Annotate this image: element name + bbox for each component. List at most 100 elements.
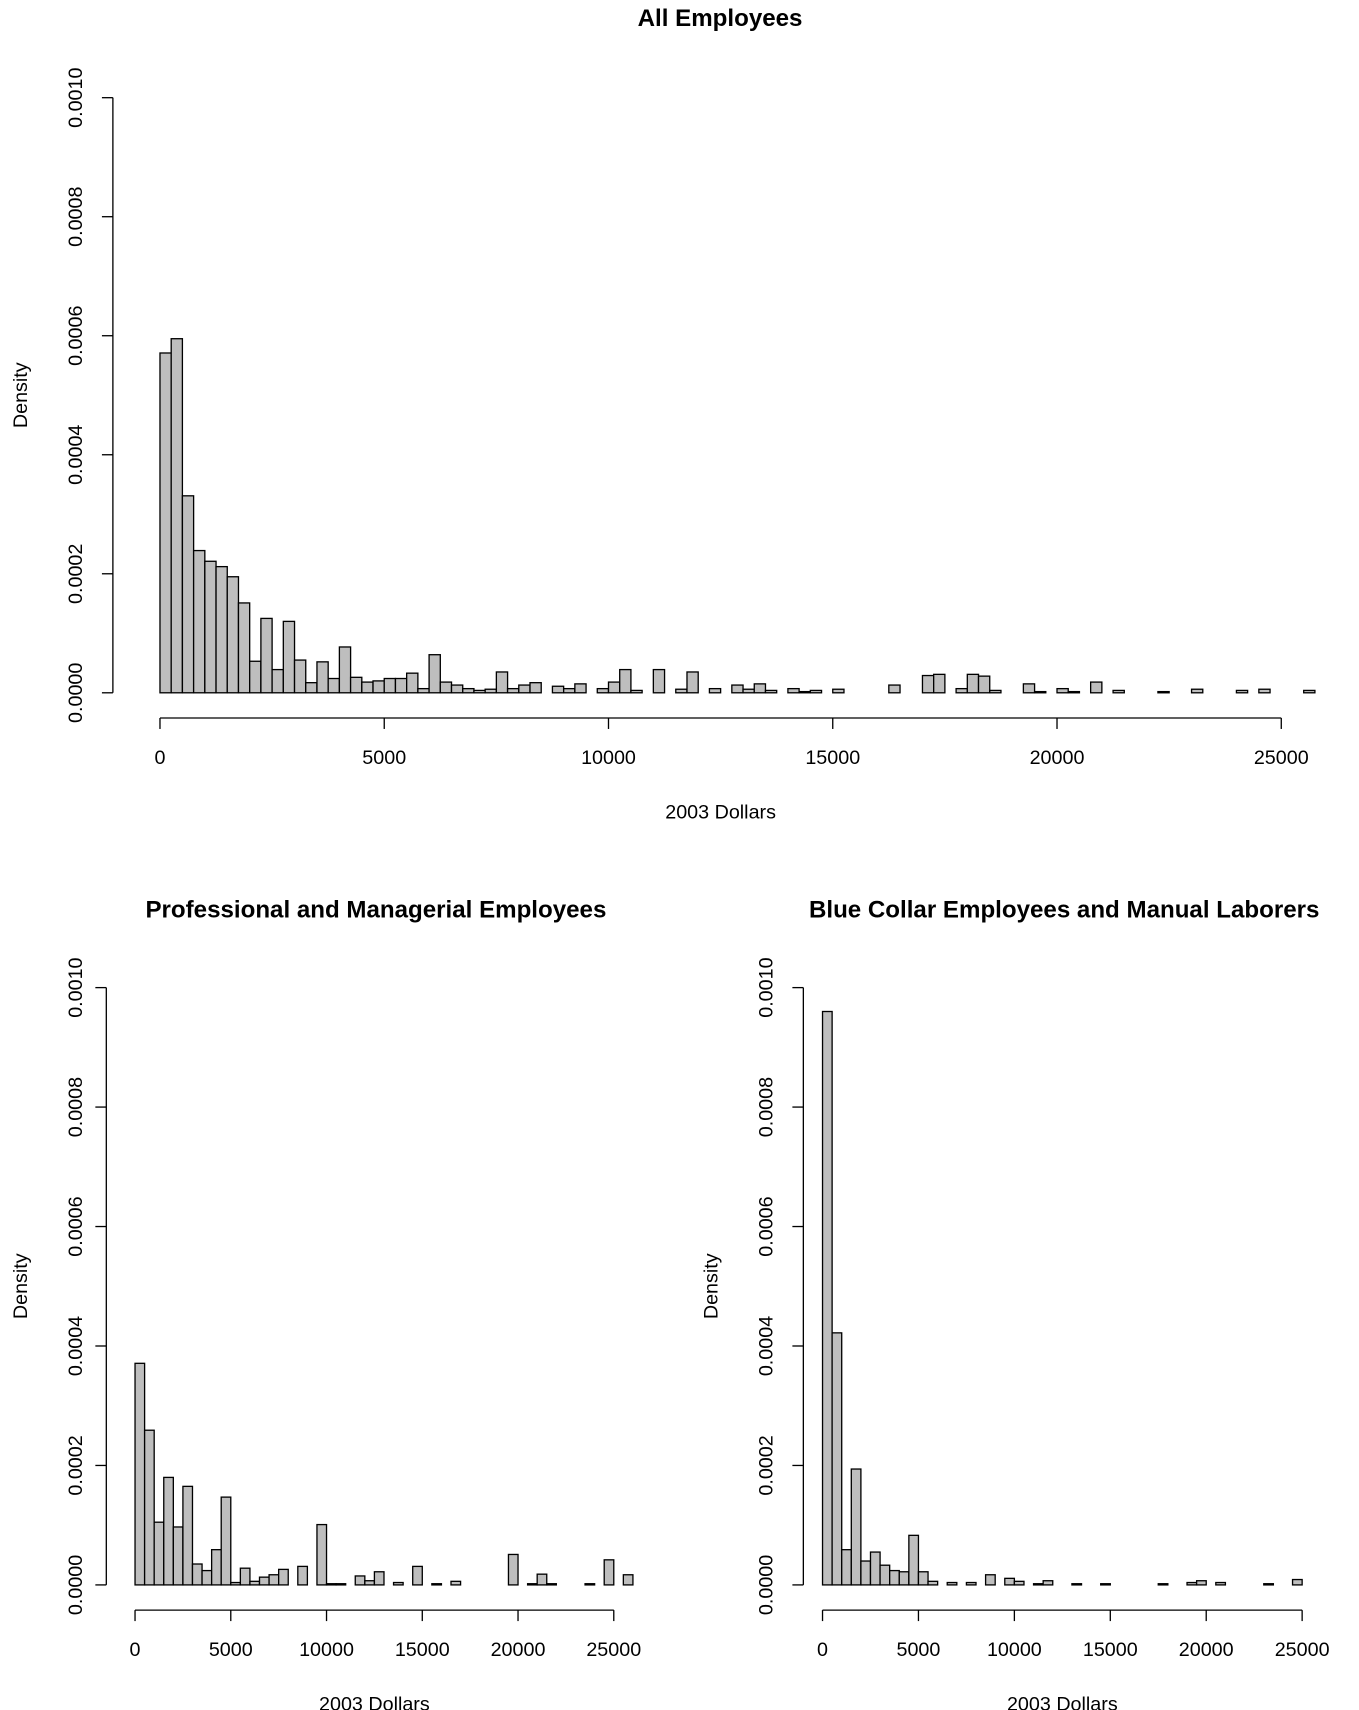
bar — [462, 687, 475, 694]
bar — [394, 677, 408, 694]
x-tick-label: 20000 — [1030, 747, 1085, 769]
bar — [1157, 690, 1170, 694]
bar — [933, 673, 946, 694]
bar — [1190, 688, 1204, 694]
bar — [412, 1565, 423, 1586]
y-tick-label: 0.0000 — [65, 663, 87, 723]
bar — [921, 674, 935, 694]
bar — [546, 1583, 557, 1586]
bar — [607, 681, 621, 694]
chart-title: Blue Collar Employees and Manual Laborer… — [809, 896, 1319, 923]
bar — [966, 673, 980, 694]
bar — [841, 1549, 852, 1586]
bar — [1157, 1583, 1169, 1586]
bar — [1291, 1578, 1303, 1586]
x-tick-label: 15000 — [395, 1639, 450, 1661]
bar — [1235, 689, 1249, 694]
bar — [249, 1580, 261, 1586]
bar — [708, 687, 722, 694]
bar — [574, 683, 587, 694]
bar — [955, 687, 968, 694]
bar — [354, 1575, 366, 1586]
bar — [831, 1332, 843, 1586]
bar — [686, 671, 699, 694]
bar — [619, 668, 632, 694]
bar — [731, 684, 744, 694]
bar — [1022, 683, 1036, 694]
bar — [1056, 687, 1069, 694]
bar — [622, 1574, 634, 1586]
bar — [518, 684, 531, 694]
bar — [1215, 1581, 1227, 1586]
bar — [210, 1549, 222, 1586]
bar — [946, 1581, 958, 1586]
bar — [220, 1496, 232, 1586]
bar — [439, 681, 453, 694]
x-tick-label: 5000 — [897, 1639, 941, 1661]
bar — [809, 689, 823, 694]
bar — [850, 1468, 862, 1586]
bar — [821, 1010, 833, 1586]
x-tick-label: 15000 — [805, 747, 860, 769]
bar — [170, 338, 184, 694]
bar — [888, 684, 901, 694]
bar — [1263, 1583, 1275, 1586]
bar — [316, 1523, 328, 1586]
bar — [1186, 1581, 1198, 1586]
bar — [536, 1573, 548, 1586]
bar — [172, 1526, 184, 1586]
bar — [364, 1580, 376, 1586]
y-tick-label: 0.0004 — [755, 1316, 777, 1376]
bar — [787, 687, 800, 694]
x-tick-label: 0 — [154, 747, 165, 769]
bar — [428, 654, 441, 694]
y-tick-label: 0.0008 — [65, 187, 87, 247]
bar — [182, 1485, 194, 1586]
bar — [282, 620, 296, 694]
bar — [383, 677, 397, 694]
bar — [249, 660, 262, 694]
y-tick-label: 0.0010 — [65, 957, 87, 1017]
x-tick-label: 5000 — [362, 747, 406, 769]
bar — [297, 1565, 309, 1586]
bar — [230, 1581, 242, 1586]
bar — [764, 689, 778, 694]
bar — [316, 661, 329, 694]
bar — [869, 1551, 881, 1586]
bar — [1195, 1580, 1207, 1586]
bar — [529, 682, 542, 694]
bar — [484, 688, 498, 694]
bar — [879, 1564, 891, 1586]
bar — [562, 687, 576, 694]
bar — [984, 1574, 996, 1586]
x-tick-label: 20000 — [1179, 1639, 1234, 1661]
bar — [258, 1576, 270, 1586]
bar — [392, 1581, 404, 1586]
bar — [753, 683, 767, 694]
bar — [192, 549, 206, 694]
bar — [1033, 690, 1047, 694]
bar — [742, 688, 755, 694]
x-axis-label: 2003 Dollars — [665, 802, 776, 824]
x-axis-label: 2003 Dollars — [319, 1694, 430, 1710]
bar — [1032, 1583, 1044, 1586]
bar — [989, 689, 1002, 694]
bar — [908, 1534, 920, 1586]
bar — [507, 1553, 519, 1586]
bar — [551, 685, 565, 694]
bar — [335, 1583, 347, 1586]
bar — [584, 1583, 596, 1586]
bar — [325, 1583, 337, 1586]
y-tick-label: 0.0006 — [65, 1196, 87, 1256]
x-tick-label: 25000 — [1275, 1639, 1330, 1661]
bar — [898, 1571, 910, 1586]
bar — [215, 565, 228, 694]
y-tick-label: 0.0004 — [65, 425, 87, 485]
y-tick-label: 0.0004 — [65, 1316, 87, 1376]
y-tick-label: 0.0006 — [755, 1196, 777, 1256]
bar — [860, 1560, 872, 1586]
bar — [1004, 1577, 1016, 1586]
bar — [1100, 1583, 1111, 1586]
bar — [1013, 1580, 1025, 1586]
